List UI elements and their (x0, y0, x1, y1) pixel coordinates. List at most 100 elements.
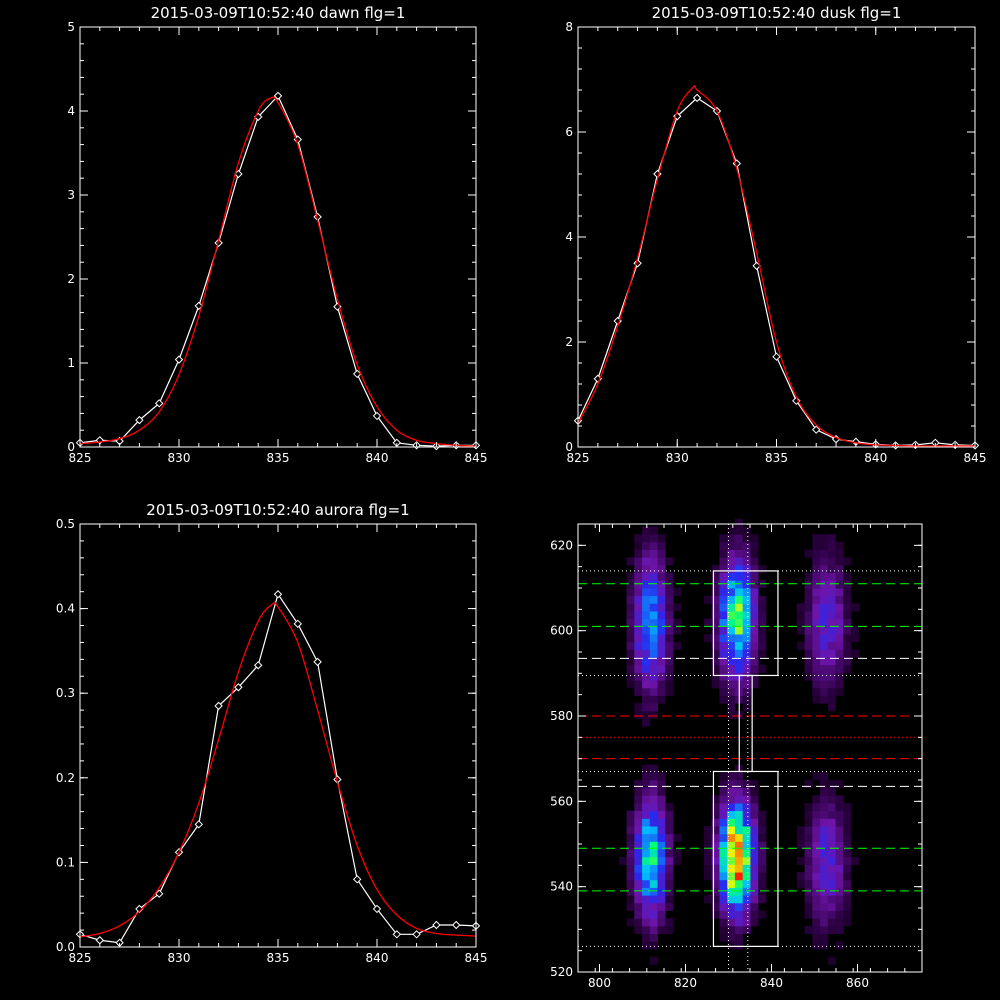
heatmap-cell (703, 864, 713, 873)
y-tick-label: 8 (565, 20, 573, 34)
heatmap-cell (642, 849, 651, 858)
heatmap-cell (820, 541, 829, 550)
heatmap-cell (657, 634, 666, 643)
heatmap-cell (711, 588, 720, 597)
heatmap-cell (719, 795, 728, 804)
heatmap-cell (843, 879, 852, 888)
heatmap-cell (820, 641, 829, 650)
heatmap-cell (711, 595, 720, 604)
heatmap-cell (796, 618, 806, 627)
heatmap-cell (626, 595, 635, 604)
heatmap-cell (758, 634, 767, 643)
heatmap-cell (812, 826, 821, 835)
heatmap-cell (812, 856, 821, 865)
heatmap-cell (634, 879, 643, 888)
heatmap-cell (750, 611, 759, 620)
heatmap-cell (657, 626, 666, 635)
data-point (194, 820, 204, 829)
heatmap-cell (657, 549, 666, 558)
heatmap-cell (626, 818, 635, 827)
heatmap-cell (835, 941, 844, 950)
heatmap-cell (812, 818, 821, 827)
heatmap-cell (665, 672, 674, 681)
heatmap-cell (734, 588, 744, 597)
y-tick-label: 0.3 (56, 686, 75, 700)
heatmap-cell (812, 541, 821, 550)
heatmap-cell (835, 580, 844, 589)
heatmap-cell (820, 564, 829, 574)
heatmap-cell (657, 588, 666, 597)
heatmap-cell (642, 826, 651, 835)
heatmap-cell (727, 634, 736, 643)
heatmap-cell (727, 541, 736, 550)
heatmap-cell (835, 672, 844, 681)
heatmap-cell (703, 895, 713, 904)
heatmap-cell (812, 810, 821, 819)
heatmap-cell (634, 641, 643, 650)
heatmap-cell (657, 849, 666, 858)
x-tick-label: 835 (267, 951, 290, 965)
y-tick-label: 1 (67, 356, 75, 370)
heatmap-cell (734, 803, 744, 812)
heatmap-cell (734, 872, 744, 881)
heatmap-cell (812, 902, 821, 911)
heatmap-cell (673, 641, 682, 650)
x-tick-label: 825 (69, 451, 92, 465)
heatmap-cell (642, 810, 651, 819)
heatmap-cell (727, 895, 736, 904)
heatmap-cell (649, 795, 658, 804)
heatmap-cell (750, 872, 759, 881)
heatmap-cell (812, 795, 821, 804)
heatmap-cell (750, 541, 759, 550)
heatmap-cell (634, 710, 643, 719)
heatmap-cell (843, 641, 852, 650)
heatmap-cell (649, 810, 658, 819)
heatmap-cell (673, 849, 682, 858)
heatmap-cell (750, 864, 759, 873)
heatmap-cell (827, 780, 836, 789)
heatmap-cell (835, 887, 844, 896)
heatmap-cell (734, 595, 744, 604)
heatmap-cell (835, 687, 844, 696)
heatmap-cell (626, 849, 635, 858)
heatmap-cell (820, 657, 829, 666)
heatmap-cell (711, 611, 720, 620)
heatmap-cell (742, 649, 751, 658)
heatmap-cell (820, 887, 829, 896)
heatmap-cell (796, 872, 806, 881)
heatmap-cell (618, 856, 627, 865)
heatmap-cell (657, 603, 666, 612)
heatmap-cell (750, 672, 759, 681)
heatmap-cell (703, 826, 713, 835)
heatmap-cell (711, 849, 720, 858)
heatmap-cell (634, 618, 643, 627)
heatmap-cell (642, 718, 651, 727)
heatmap-cell (642, 818, 651, 827)
heatmap-cell (657, 826, 666, 835)
heatmap-cell (812, 634, 821, 643)
heatmap-cell (820, 841, 829, 850)
heatmap-cell (734, 879, 744, 888)
heatmap-cell (750, 826, 759, 835)
heatmap-cell (812, 557, 821, 566)
heatmap-cell (820, 772, 829, 781)
heatmap-cell (711, 664, 720, 673)
heatmap-cell (727, 588, 736, 597)
heatmap-cell (665, 810, 674, 819)
heatmap-cell (711, 879, 720, 888)
heatmap-cell (820, 603, 829, 612)
heatmap-cell (827, 672, 836, 681)
heatmap-cell (727, 818, 736, 827)
heatmap-cell (796, 641, 806, 650)
heatmap-cell (843, 588, 852, 597)
heatmap-cell (750, 634, 759, 643)
heatmap-cell (665, 895, 674, 904)
heatmap-cell (657, 795, 666, 804)
heatmap-cell (626, 611, 635, 620)
heatmap-cell (657, 664, 666, 673)
heatmap-cell (827, 572, 836, 581)
heatmap-cell (634, 649, 643, 658)
heatmap-cell (804, 826, 813, 835)
data-series-line (79, 94, 476, 447)
heatmap-cell (649, 611, 658, 620)
